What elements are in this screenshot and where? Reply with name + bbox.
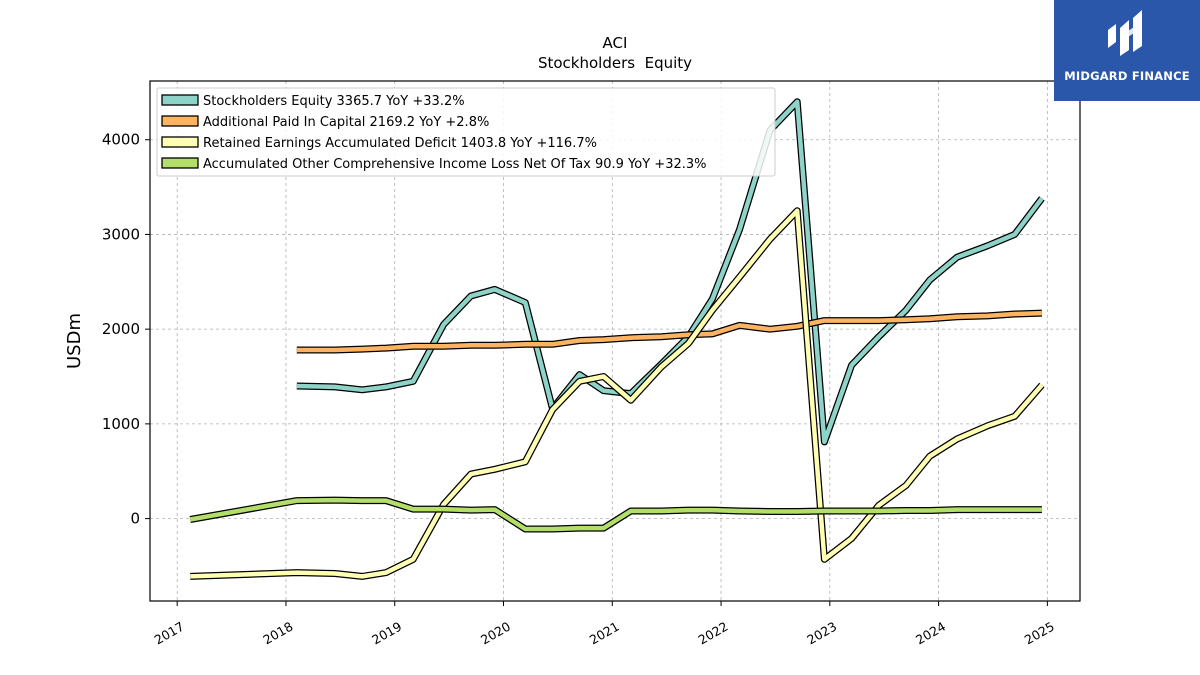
legend-label: Retained Earnings Accumulated Deficit 14… xyxy=(203,136,597,151)
series-line-0 xyxy=(296,99,1044,445)
series-line-2 xyxy=(190,208,1044,579)
y-axis-label: USDm xyxy=(64,313,85,369)
legend-swatch xyxy=(161,157,199,169)
x-tick-label: 2020 xyxy=(478,619,513,648)
x-tick-label: 2022 xyxy=(696,619,731,648)
x-tick-label: 2025 xyxy=(1022,619,1057,648)
x-tick-label: 2021 xyxy=(587,619,622,648)
y-tick-label: 3000 xyxy=(102,225,140,243)
x-tick-label: 2018 xyxy=(260,619,295,648)
legend-label: Additional Paid In Capital 2169.2 YoY +2… xyxy=(203,115,489,130)
legend-box xyxy=(156,87,776,177)
legend-label: Stockholders Equity 3365.7 YoY +33.2% xyxy=(203,94,465,109)
legend-swatch xyxy=(161,115,199,127)
axis-ticks: 0 1000 2000 3000 4000 2017 2018 2019 2020 2021 202… xyxy=(102,131,1057,648)
brand-logo: MIDGARD FINANCE xyxy=(1054,0,1200,101)
legend-swatch xyxy=(161,94,199,106)
y-tick-label: 1000 xyxy=(102,415,140,433)
y-tick-label: 0 xyxy=(130,510,140,528)
x-tick-label: 2023 xyxy=(804,619,839,648)
series-layer xyxy=(189,98,1045,580)
y-tick-label: 2000 xyxy=(102,320,140,338)
chart-subtitle: Stockholders Equity xyxy=(538,54,692,72)
x-tick-label: 2024 xyxy=(913,619,948,648)
series-outline-3 xyxy=(189,496,1042,533)
plot-frame xyxy=(149,80,1081,602)
series-line-3 xyxy=(189,497,1042,532)
legend: Stockholders Equity 3365.7 YoY +33.2% Add… xyxy=(156,87,776,177)
y-tick-label: 4000 xyxy=(102,131,140,149)
x-tick-label: 2019 xyxy=(369,619,404,648)
logo-text: MIDGARD FINANCE xyxy=(1064,69,1190,83)
x-tick-label: 2017 xyxy=(152,619,187,648)
series-line-1 xyxy=(296,310,1042,353)
legend-label: Accumulated Other Comprehensive Income L… xyxy=(203,157,707,172)
legend-swatch xyxy=(161,136,199,148)
logo-mark-icon xyxy=(1108,10,1142,56)
chart-title: ACI xyxy=(603,34,628,52)
